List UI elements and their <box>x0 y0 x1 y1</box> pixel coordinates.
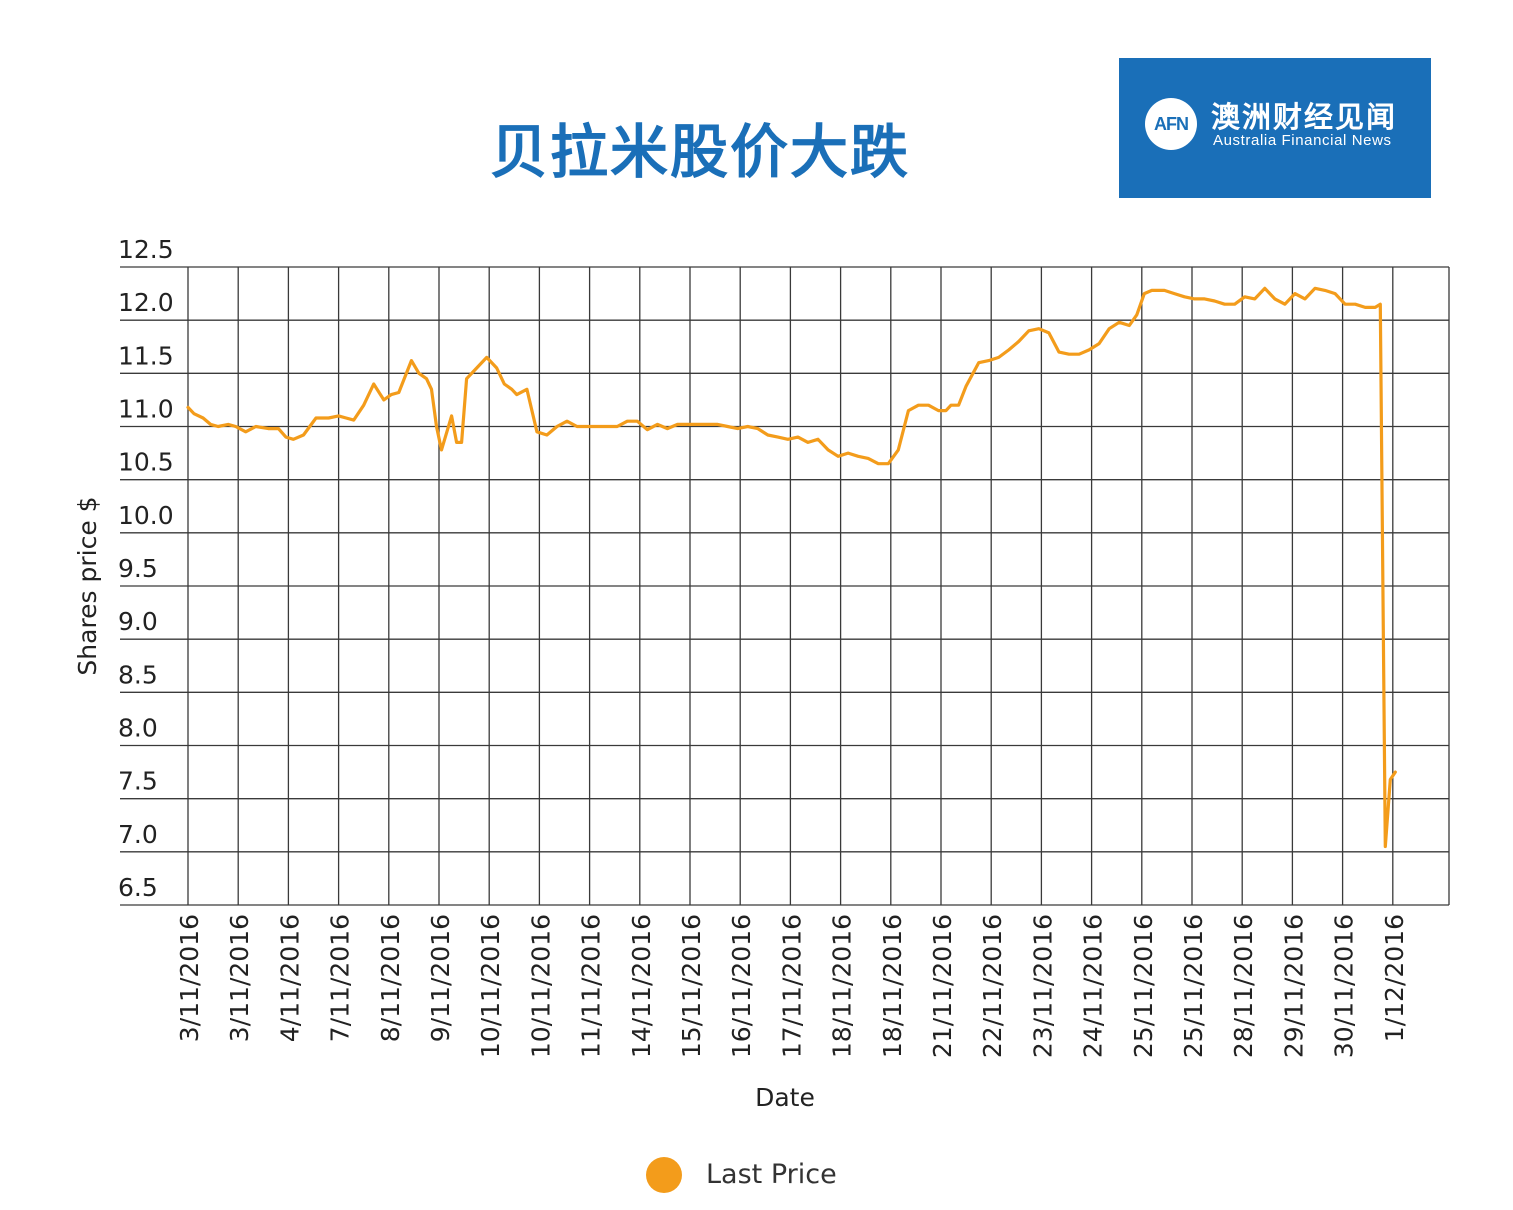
y-tick-label: 12.0 <box>118 288 174 317</box>
x-tick-label: 4/11/2016 <box>275 914 304 1042</box>
x-tick-label: 14/11/2016 <box>627 914 656 1058</box>
legend-marker-last-price <box>646 1157 682 1193</box>
series-layer <box>186 286 1397 849</box>
x-tick-label: 29/11/2016 <box>1279 914 1308 1058</box>
y-tick-label: 8.5 <box>118 660 158 689</box>
x-tick-label: 16/11/2016 <box>727 914 756 1058</box>
y-tick-label: 7.0 <box>118 820 158 849</box>
y-tick-label: 11.5 <box>118 341 174 370</box>
x-tick-label: 28/11/2016 <box>1229 914 1258 1058</box>
x-tick-label: 3/11/2016 <box>175 914 204 1042</box>
x-tick-label: 7/11/2016 <box>326 914 355 1042</box>
y-tick-label: 11.0 <box>118 395 174 424</box>
x-axis-tick-labels: 3/11/2016 3/11/2016 4/11/2016 7/11/2016 8/11… <box>175 914 1409 1058</box>
x-tick-label: 15/11/2016 <box>677 914 706 1058</box>
x-tick-label: 25/11/2016 <box>1129 914 1158 1058</box>
afn-logo-chinese-name: 澳洲财经见闻 <box>1211 100 1398 134</box>
x-tick-label: 17/11/2016 <box>777 914 806 1058</box>
y-tick-label: 9.0 <box>118 607 158 636</box>
y-axis-label: Shares price $ <box>73 496 102 675</box>
x-tick-label: 10/11/2016 <box>476 914 505 1058</box>
y-tick-label: 8.0 <box>118 714 158 743</box>
x-tick-label: 18/11/2016 <box>828 914 857 1058</box>
afn-logo-mark: AFN <box>1145 98 1197 150</box>
afn-logo-english-name: Australia Financial News <box>1213 132 1392 149</box>
y-tick-label: 10.0 <box>118 501 174 530</box>
series-line-last-price <box>186 286 1397 849</box>
grid-lines <box>120 266 1450 906</box>
x-tick-label: 1/12/2016 <box>1380 914 1409 1042</box>
y-tick-label: 10.5 <box>118 448 174 477</box>
x-tick-label: 22/11/2016 <box>978 914 1007 1058</box>
y-tick-label: 12.5 <box>118 235 174 264</box>
afn-logo: AFN 澳洲财经见闻 Australia Financial News <box>1119 58 1431 198</box>
x-tick-label: 9/11/2016 <box>426 914 455 1042</box>
x-tick-label: 18/11/2016 <box>878 914 907 1058</box>
x-tick-label: 11/11/2016 <box>577 914 606 1058</box>
legend-label-last-price: Last Price <box>706 1159 837 1190</box>
x-tick-label: 24/11/2016 <box>1079 914 1108 1058</box>
chart-title: 贝拉米股价大跌 <box>489 118 910 186</box>
x-axis-label: Date <box>755 1083 815 1112</box>
x-tick-label: 10/11/2016 <box>526 914 555 1058</box>
y-tick-label: 6.5 <box>118 873 158 902</box>
y-axis-tick-labels: 6.5 7.0 7.5 8.0 8.5 9.0 9.5 10.0 10.5 11.0 11.5 12.… <box>118 235 174 902</box>
x-tick-label: 23/11/2016 <box>1028 914 1057 1058</box>
x-tick-label: 25/11/2016 <box>1179 914 1208 1058</box>
x-tick-label: 21/11/2016 <box>928 914 957 1058</box>
x-tick-label: 30/11/2016 <box>1330 914 1359 1058</box>
x-tick-label: 8/11/2016 <box>376 914 405 1042</box>
y-tick-label: 7.5 <box>118 767 158 796</box>
x-tick-label: 3/11/2016 <box>225 914 254 1042</box>
y-tick-label: 9.5 <box>118 554 158 583</box>
